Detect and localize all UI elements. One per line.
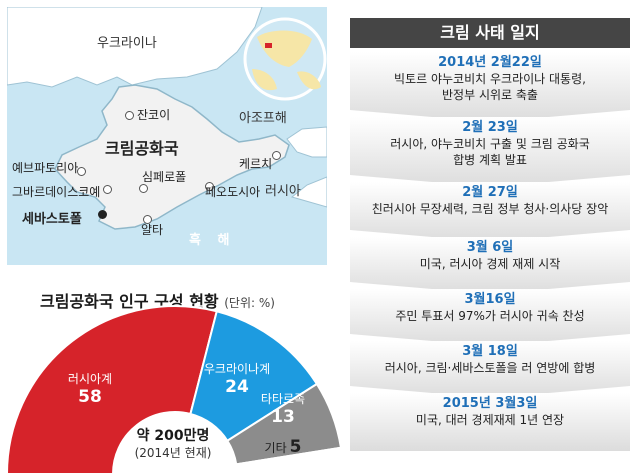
population-segment-label: 기타 5 bbox=[238, 437, 328, 457]
simferopol-marker bbox=[139, 184, 148, 193]
label-sea-of-azov: 아조프해 bbox=[239, 111, 287, 126]
population-segment bbox=[235, 446, 345, 474]
russia-landmass bbox=[286, 126, 327, 158]
timeline-event-text: 러시아, 야누코비치 구출 및 크림 공화국 bbox=[390, 137, 590, 151]
dzhankoi-marker bbox=[125, 111, 134, 120]
population-segment-value: 24 bbox=[225, 377, 249, 397]
label-crimea: 크림공화국 bbox=[105, 139, 179, 158]
timeline-event-text: 미국, 대러 경제재제 1년 연장 bbox=[415, 413, 565, 427]
timeline-event-shape bbox=[350, 289, 630, 346]
population-segment-name: 우크라이나계 bbox=[203, 362, 271, 376]
timeline-event-text: 미국, 러시아 경제 재제 시작 bbox=[419, 257, 561, 271]
sevastopol-marker bbox=[98, 210, 107, 219]
timeline-event-date: 2월 23일 bbox=[462, 120, 518, 135]
timeline-event-shape bbox=[350, 117, 630, 187]
population-unit: (단위: %) bbox=[224, 296, 275, 310]
timeline-event-text: 러시아, 크림·세바스토폴을 러 연방에 합병 bbox=[384, 361, 596, 375]
timeline-title: 크림 사태 일지 bbox=[350, 18, 630, 48]
population-total: 약 200만명 bbox=[136, 428, 210, 444]
map-shapes bbox=[7, 7, 327, 230]
population-segment bbox=[5, 305, 218, 474]
label-yalta: 얄타 bbox=[141, 223, 164, 237]
label-ukraine: 우크라이나 bbox=[97, 36, 157, 51]
timeline-event-date: 2014년 2월22일 bbox=[438, 55, 542, 70]
timeline-event-shape bbox=[350, 341, 630, 398]
label-yevpatoria: 예브파토리아 bbox=[12, 161, 79, 175]
population-segment-name: 타타르족 bbox=[260, 392, 306, 406]
population-segment-label: 타타르족 13 bbox=[238, 390, 328, 427]
label-dzhankoi: 잔코이 bbox=[137, 108, 171, 122]
label-simferopol: 심페로폴 bbox=[142, 170, 187, 184]
label-gvardeyskoe: 그바르데이스코예 bbox=[12, 185, 101, 199]
crimea-map: 우크라이나 아조프해 크림공화국 흑 해 러시아 잔코이 예브파토리아 심페로폴… bbox=[7, 7, 327, 265]
timeline-event-date: 2월 27일 bbox=[462, 185, 518, 200]
crimea-landmass bbox=[54, 84, 290, 230]
timeline-event-date: 2015년 3월3일 bbox=[442, 396, 538, 411]
yevpatoria-marker bbox=[77, 167, 86, 176]
timeline-event-shape bbox=[350, 52, 630, 122]
timeline-event-shape bbox=[350, 237, 630, 294]
population-segment-label: 러시아계 58 bbox=[45, 370, 135, 407]
label-kerch: 케르치 bbox=[239, 157, 273, 171]
timeline-event-date: 3월16일 bbox=[464, 292, 516, 307]
timeline-event-text: 합병 계획 발표 bbox=[453, 153, 527, 167]
population-segment-value: 58 bbox=[78, 387, 102, 407]
population-segment-value: 5 bbox=[289, 437, 302, 457]
population-center: 약 200만명 (2014년 현재) bbox=[118, 427, 228, 461]
label-sevastopol: 세바스토폴 bbox=[22, 212, 82, 227]
russia-south-coast bbox=[290, 176, 327, 208]
feodosia-marker bbox=[205, 182, 214, 191]
label-feodosia: 페오도시아 bbox=[205, 185, 261, 199]
timeline-event-text: 친러시아 무장세력, 크림 정부 청사·의사당 장악 bbox=[371, 202, 609, 216]
timeline-event-shape bbox=[350, 182, 630, 242]
timeline-event-date: 3월 18일 bbox=[462, 344, 518, 359]
yalta-marker bbox=[143, 215, 152, 224]
population-year-note: (2014년 현재) bbox=[134, 446, 212, 460]
population-labels: 러시아계 58 우크라이나계 24 타타르족 13 기타 5 bbox=[0, 300, 350, 474]
population-segment-name: 러시아계 bbox=[67, 372, 113, 386]
gvardeyskoe-marker bbox=[103, 185, 112, 194]
timeline-event-shape bbox=[350, 393, 630, 451]
population-segment-label: 우크라이나계 24 bbox=[192, 360, 282, 397]
timeline-event-text: 반정부 시위로 축출 bbox=[442, 88, 538, 102]
label-black-sea: 흑 해 bbox=[189, 233, 236, 248]
population-segment-name: 기타 bbox=[264, 441, 287, 455]
timeline-event-text: 빅토르 야누코비치 우크라이나 대통령, bbox=[394, 72, 586, 86]
label-russia: 러시아 bbox=[265, 184, 301, 199]
population-segment-value: 13 bbox=[271, 407, 295, 427]
timeline-event-text: 주민 투표서 97%가 러시아 귀속 찬성 bbox=[395, 309, 585, 323]
timeline-event-date: 3월 6일 bbox=[466, 240, 514, 255]
population-chart bbox=[5, 305, 345, 474]
kerch-marker bbox=[272, 151, 281, 160]
